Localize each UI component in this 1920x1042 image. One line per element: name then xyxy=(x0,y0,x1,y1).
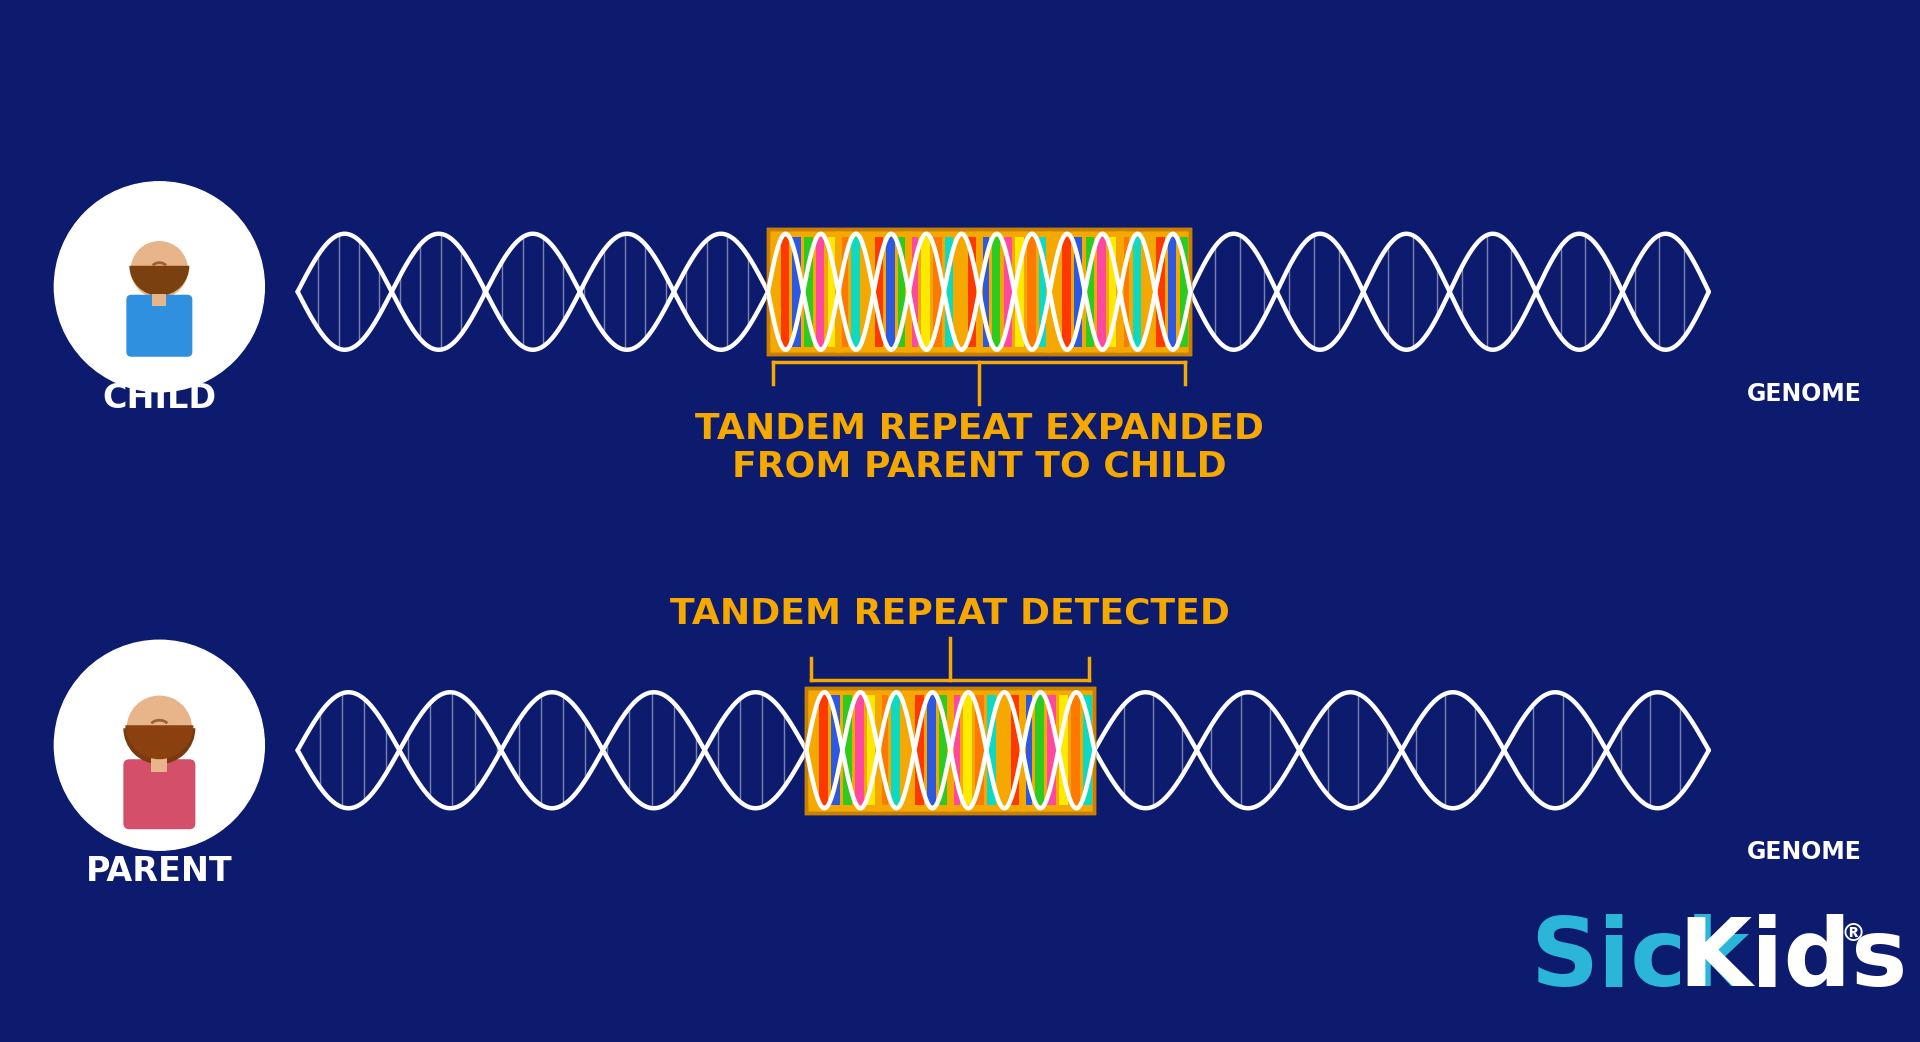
Bar xyxy=(1062,237,1071,347)
Bar xyxy=(868,695,876,805)
Bar xyxy=(956,237,966,347)
Wedge shape xyxy=(123,728,196,764)
Bar xyxy=(768,229,1190,354)
Bar xyxy=(906,229,912,354)
Bar xyxy=(993,237,1000,347)
Bar xyxy=(947,688,954,813)
Bar xyxy=(1156,237,1165,347)
Bar xyxy=(945,237,954,347)
Text: PARENT: PARENT xyxy=(86,855,232,888)
Bar xyxy=(1083,695,1092,805)
Bar xyxy=(806,695,816,805)
Bar xyxy=(964,695,972,805)
Bar xyxy=(891,695,900,805)
Bar xyxy=(874,237,883,347)
Bar xyxy=(768,237,778,347)
Bar xyxy=(950,695,960,805)
Text: TANDEM REPEAT DETECTED: TANDEM REPEAT DETECTED xyxy=(670,596,1231,630)
Text: Sick: Sick xyxy=(1530,914,1749,1006)
Circle shape xyxy=(54,640,265,850)
Text: GENOME: GENOME xyxy=(1747,381,1862,405)
Bar xyxy=(975,695,983,805)
Bar xyxy=(839,237,849,347)
Bar xyxy=(1050,237,1060,347)
Bar xyxy=(933,237,941,347)
Bar xyxy=(1144,237,1152,347)
Bar xyxy=(1048,695,1056,805)
Bar xyxy=(927,695,935,805)
Text: Kids: Kids xyxy=(1678,914,1907,1006)
Bar xyxy=(899,237,906,347)
Bar xyxy=(1016,237,1023,347)
Bar xyxy=(1133,237,1140,347)
Bar xyxy=(1098,237,1106,347)
Bar xyxy=(843,695,852,805)
Bar xyxy=(887,237,895,347)
Bar xyxy=(1046,229,1054,354)
Bar xyxy=(856,695,864,805)
Bar xyxy=(1035,695,1044,805)
Bar xyxy=(804,237,812,347)
Bar xyxy=(902,695,912,805)
Bar xyxy=(820,695,828,805)
Bar xyxy=(1071,695,1079,805)
Bar xyxy=(1023,695,1033,805)
Bar xyxy=(1117,229,1123,354)
Bar xyxy=(806,688,1094,813)
Bar xyxy=(1012,695,1020,805)
Bar xyxy=(968,237,977,347)
Bar xyxy=(781,237,789,347)
Bar xyxy=(828,237,835,347)
Wedge shape xyxy=(129,266,190,296)
Bar xyxy=(793,237,801,347)
Bar xyxy=(998,695,1008,805)
Bar xyxy=(152,759,167,772)
Bar xyxy=(916,695,924,805)
Text: ®: ® xyxy=(1839,922,1864,946)
Circle shape xyxy=(131,242,188,298)
Bar xyxy=(1004,237,1012,347)
Bar xyxy=(987,695,996,805)
Bar xyxy=(876,688,881,813)
Bar xyxy=(1039,237,1046,347)
Text: GENOME: GENOME xyxy=(1747,840,1862,864)
FancyBboxPatch shape xyxy=(127,295,192,356)
Bar xyxy=(939,695,948,805)
Text: FROM PARENT TO CHILD: FROM PARENT TO CHILD xyxy=(732,450,1227,483)
Wedge shape xyxy=(125,725,194,760)
Bar xyxy=(1121,237,1129,347)
Bar xyxy=(1073,237,1083,347)
Bar xyxy=(831,695,841,805)
Circle shape xyxy=(54,181,265,392)
Bar xyxy=(1110,237,1117,347)
Bar xyxy=(152,294,167,305)
Bar xyxy=(768,229,1190,354)
Bar xyxy=(851,237,860,347)
Bar xyxy=(1060,695,1068,805)
Bar xyxy=(1085,237,1094,347)
Bar xyxy=(862,237,872,347)
Bar xyxy=(975,229,983,354)
Bar xyxy=(910,237,918,347)
Bar xyxy=(806,688,1094,813)
Bar xyxy=(816,237,824,347)
FancyBboxPatch shape xyxy=(123,760,196,829)
Bar xyxy=(1167,237,1177,347)
Bar xyxy=(979,237,989,347)
Bar xyxy=(1020,688,1025,813)
Text: CHILD: CHILD xyxy=(102,381,217,415)
Bar xyxy=(835,229,841,354)
Bar xyxy=(1179,237,1188,347)
Text: TANDEM REPEAT EXPANDED: TANDEM REPEAT EXPANDED xyxy=(695,412,1263,446)
Bar xyxy=(1027,237,1035,347)
Circle shape xyxy=(127,696,192,761)
Bar xyxy=(922,237,929,347)
Bar xyxy=(879,695,887,805)
